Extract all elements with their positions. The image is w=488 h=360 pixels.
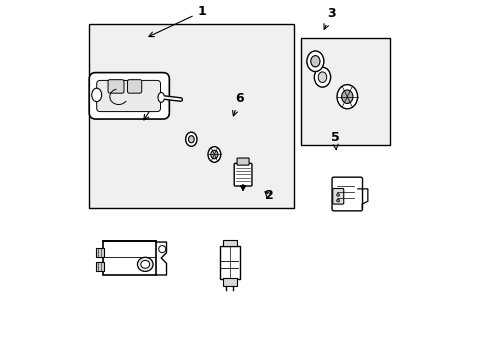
Text: 4: 4 (143, 92, 162, 120)
Ellipse shape (341, 90, 352, 103)
Circle shape (159, 246, 165, 253)
Text: 6: 6 (232, 92, 243, 116)
FancyBboxPatch shape (234, 163, 251, 186)
Polygon shape (240, 186, 245, 190)
FancyBboxPatch shape (89, 73, 169, 119)
Circle shape (336, 193, 339, 196)
FancyBboxPatch shape (97, 80, 160, 112)
Bar (222, 278, 236, 285)
Ellipse shape (336, 85, 357, 109)
Ellipse shape (188, 136, 194, 143)
Bar (103, 241, 156, 275)
Ellipse shape (137, 257, 153, 271)
Ellipse shape (207, 147, 220, 162)
Bar (96, 248, 104, 257)
FancyBboxPatch shape (237, 158, 248, 165)
Bar (96, 262, 104, 271)
Ellipse shape (210, 150, 218, 159)
Ellipse shape (158, 93, 164, 102)
Text: 5: 5 (330, 131, 339, 150)
Text: 3: 3 (323, 7, 335, 29)
Text: 1: 1 (148, 5, 206, 37)
Ellipse shape (306, 51, 323, 72)
Text: 2: 2 (264, 189, 273, 202)
Bar (222, 240, 236, 246)
FancyBboxPatch shape (331, 177, 362, 211)
FancyBboxPatch shape (108, 80, 124, 93)
Circle shape (336, 199, 339, 202)
Bar (88, 24, 293, 208)
Ellipse shape (92, 88, 102, 102)
FancyBboxPatch shape (332, 189, 343, 204)
Ellipse shape (185, 132, 197, 146)
Ellipse shape (310, 55, 319, 67)
Ellipse shape (314, 67, 330, 87)
Ellipse shape (318, 72, 326, 82)
Ellipse shape (141, 260, 149, 268)
FancyBboxPatch shape (127, 80, 142, 93)
Bar (219, 246, 239, 279)
Bar (301, 38, 389, 145)
